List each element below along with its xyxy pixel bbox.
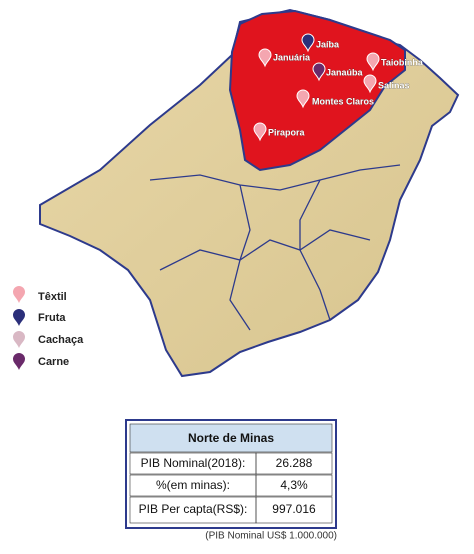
region-border (299, 179, 331, 321)
legend-pin (13, 309, 25, 326)
row-value: 26.288 (276, 456, 313, 470)
city-label: Januária (273, 52, 311, 62)
city-label: Montes Claros (312, 96, 374, 106)
cell (255, 474, 333, 497)
data-table: Norte de Minas PIB Nominal(2018): 26.288… (125, 419, 337, 529)
row-label: PIB Nominal(2018): (141, 456, 246, 470)
note: (PIB Nominal US$ 1.000.000) (205, 531, 337, 542)
table-header (129, 423, 333, 453)
cell (255, 452, 333, 475)
city-label: Jaíba (316, 39, 340, 49)
region-border (229, 184, 251, 331)
row-value: 4,3% (280, 478, 308, 492)
legend-pin (13, 331, 25, 348)
region-border (149, 164, 401, 191)
legend-label: Carne (38, 356, 69, 368)
legend-pin (13, 353, 25, 370)
legend-label: Fruta (38, 312, 66, 324)
legend-label: Cachaça (38, 334, 84, 346)
city-label: Janaúba (326, 67, 364, 77)
norte-de-minas-region (228, 9, 406, 172)
region-border (159, 229, 371, 271)
row-label: %(em minas): (156, 478, 230, 492)
row-label: PIB Per capta(RS$): (139, 502, 248, 516)
cell (255, 496, 333, 524)
city-label: Taiobinha (381, 57, 424, 67)
city-label: Salinas (378, 80, 410, 90)
table-title: Norte de Minas (188, 431, 274, 445)
row-value: 997.016 (272, 502, 316, 516)
city-label: Pirapora (268, 127, 306, 137)
legend-pin (13, 286, 25, 303)
legend-label: Têxtil (38, 291, 67, 303)
